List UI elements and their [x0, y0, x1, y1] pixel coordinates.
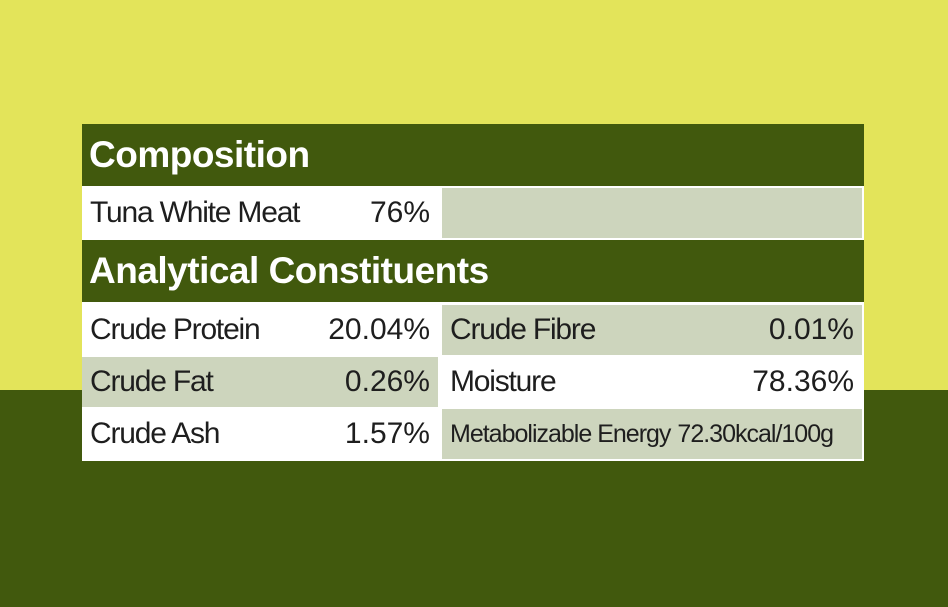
value: 0.01% [768, 313, 854, 346]
label: Tuna White Meat [90, 196, 301, 229]
composition-row: Tuna White Meat 76% [82, 188, 438, 238]
label: Metabolizable Energy [450, 419, 671, 448]
value: 1.57% [344, 417, 430, 450]
label: Moisture [450, 365, 557, 398]
row-crude-ash: Crude Ash 1.57% [82, 409, 438, 459]
value: 78.36% [752, 365, 854, 398]
row-metabolizable-energy: Metabolizable Energy 72.30kcal/100g [442, 409, 862, 459]
row-crude-protein: Crude Protein 20.04% [82, 305, 438, 355]
analytical-header: Analytical Constituents [82, 240, 864, 302]
label: Crude Fibre [450, 313, 596, 346]
empty-cell [442, 188, 862, 238]
value: 0.26% [344, 365, 430, 398]
row-moisture: Moisture 78.36% [442, 357, 862, 407]
composition-header: Composition [82, 124, 864, 186]
row-crude-fat: Crude Fat 0.26% [82, 357, 438, 407]
nutrition-table: Composition Tuna White Meat 76% Analytic… [82, 124, 864, 461]
row-crude-fibre: Crude Fibre 0.01% [442, 305, 862, 355]
value: 20.04% [328, 313, 430, 346]
value: 76% [369, 196, 430, 229]
label: Crude Ash [90, 417, 220, 450]
label: Crude Fat [90, 365, 214, 398]
value: 72.30kcal/100g [677, 419, 834, 448]
label: Crude Protein [90, 313, 261, 346]
